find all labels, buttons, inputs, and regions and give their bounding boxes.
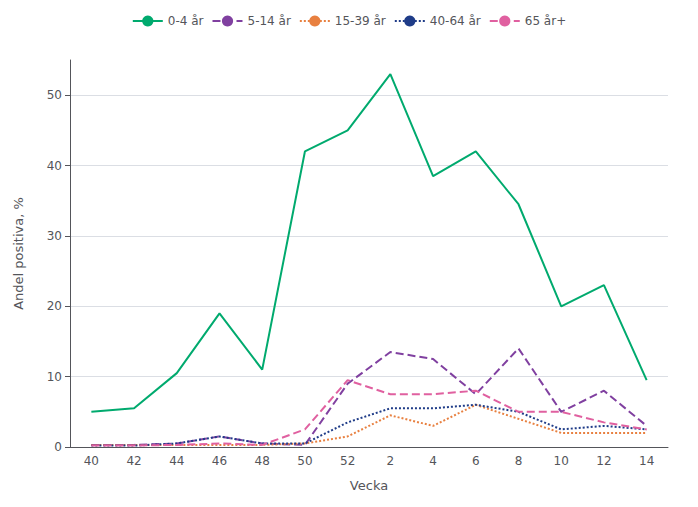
svg-text:Vecka: Vecka	[350, 478, 388, 493]
svg-text:40: 40	[84, 454, 99, 468]
svg-text:10: 10	[554, 454, 569, 468]
svg-text:4: 4	[429, 454, 437, 468]
svg-text:48: 48	[255, 454, 270, 468]
svg-text:5-14 år: 5-14 år	[247, 14, 290, 28]
svg-text:8: 8	[515, 454, 523, 468]
svg-text:14: 14	[639, 454, 654, 468]
svg-text:50: 50	[47, 88, 62, 102]
svg-text:20: 20	[47, 299, 62, 313]
svg-text:0-4 år: 0-4 år	[168, 14, 204, 28]
svg-text:65 år+: 65 år+	[525, 14, 566, 28]
svg-text:40-64 år: 40-64 år	[430, 14, 481, 28]
svg-text:6: 6	[472, 454, 480, 468]
svg-text:44: 44	[169, 454, 184, 468]
svg-text:40: 40	[47, 159, 62, 173]
svg-text:50: 50	[297, 454, 312, 468]
svg-text:2: 2	[387, 454, 395, 468]
svg-text:15-39 år: 15-39 år	[335, 14, 386, 28]
svg-text:0: 0	[54, 440, 62, 454]
svg-text:42: 42	[126, 454, 141, 468]
svg-text:Andel positiva, %: Andel positiva, %	[11, 197, 26, 310]
svg-text:30: 30	[47, 229, 62, 243]
svg-text:46: 46	[212, 454, 227, 468]
svg-text:10: 10	[47, 370, 62, 384]
svg-text:12: 12	[596, 454, 611, 468]
svg-text:52: 52	[340, 454, 355, 468]
